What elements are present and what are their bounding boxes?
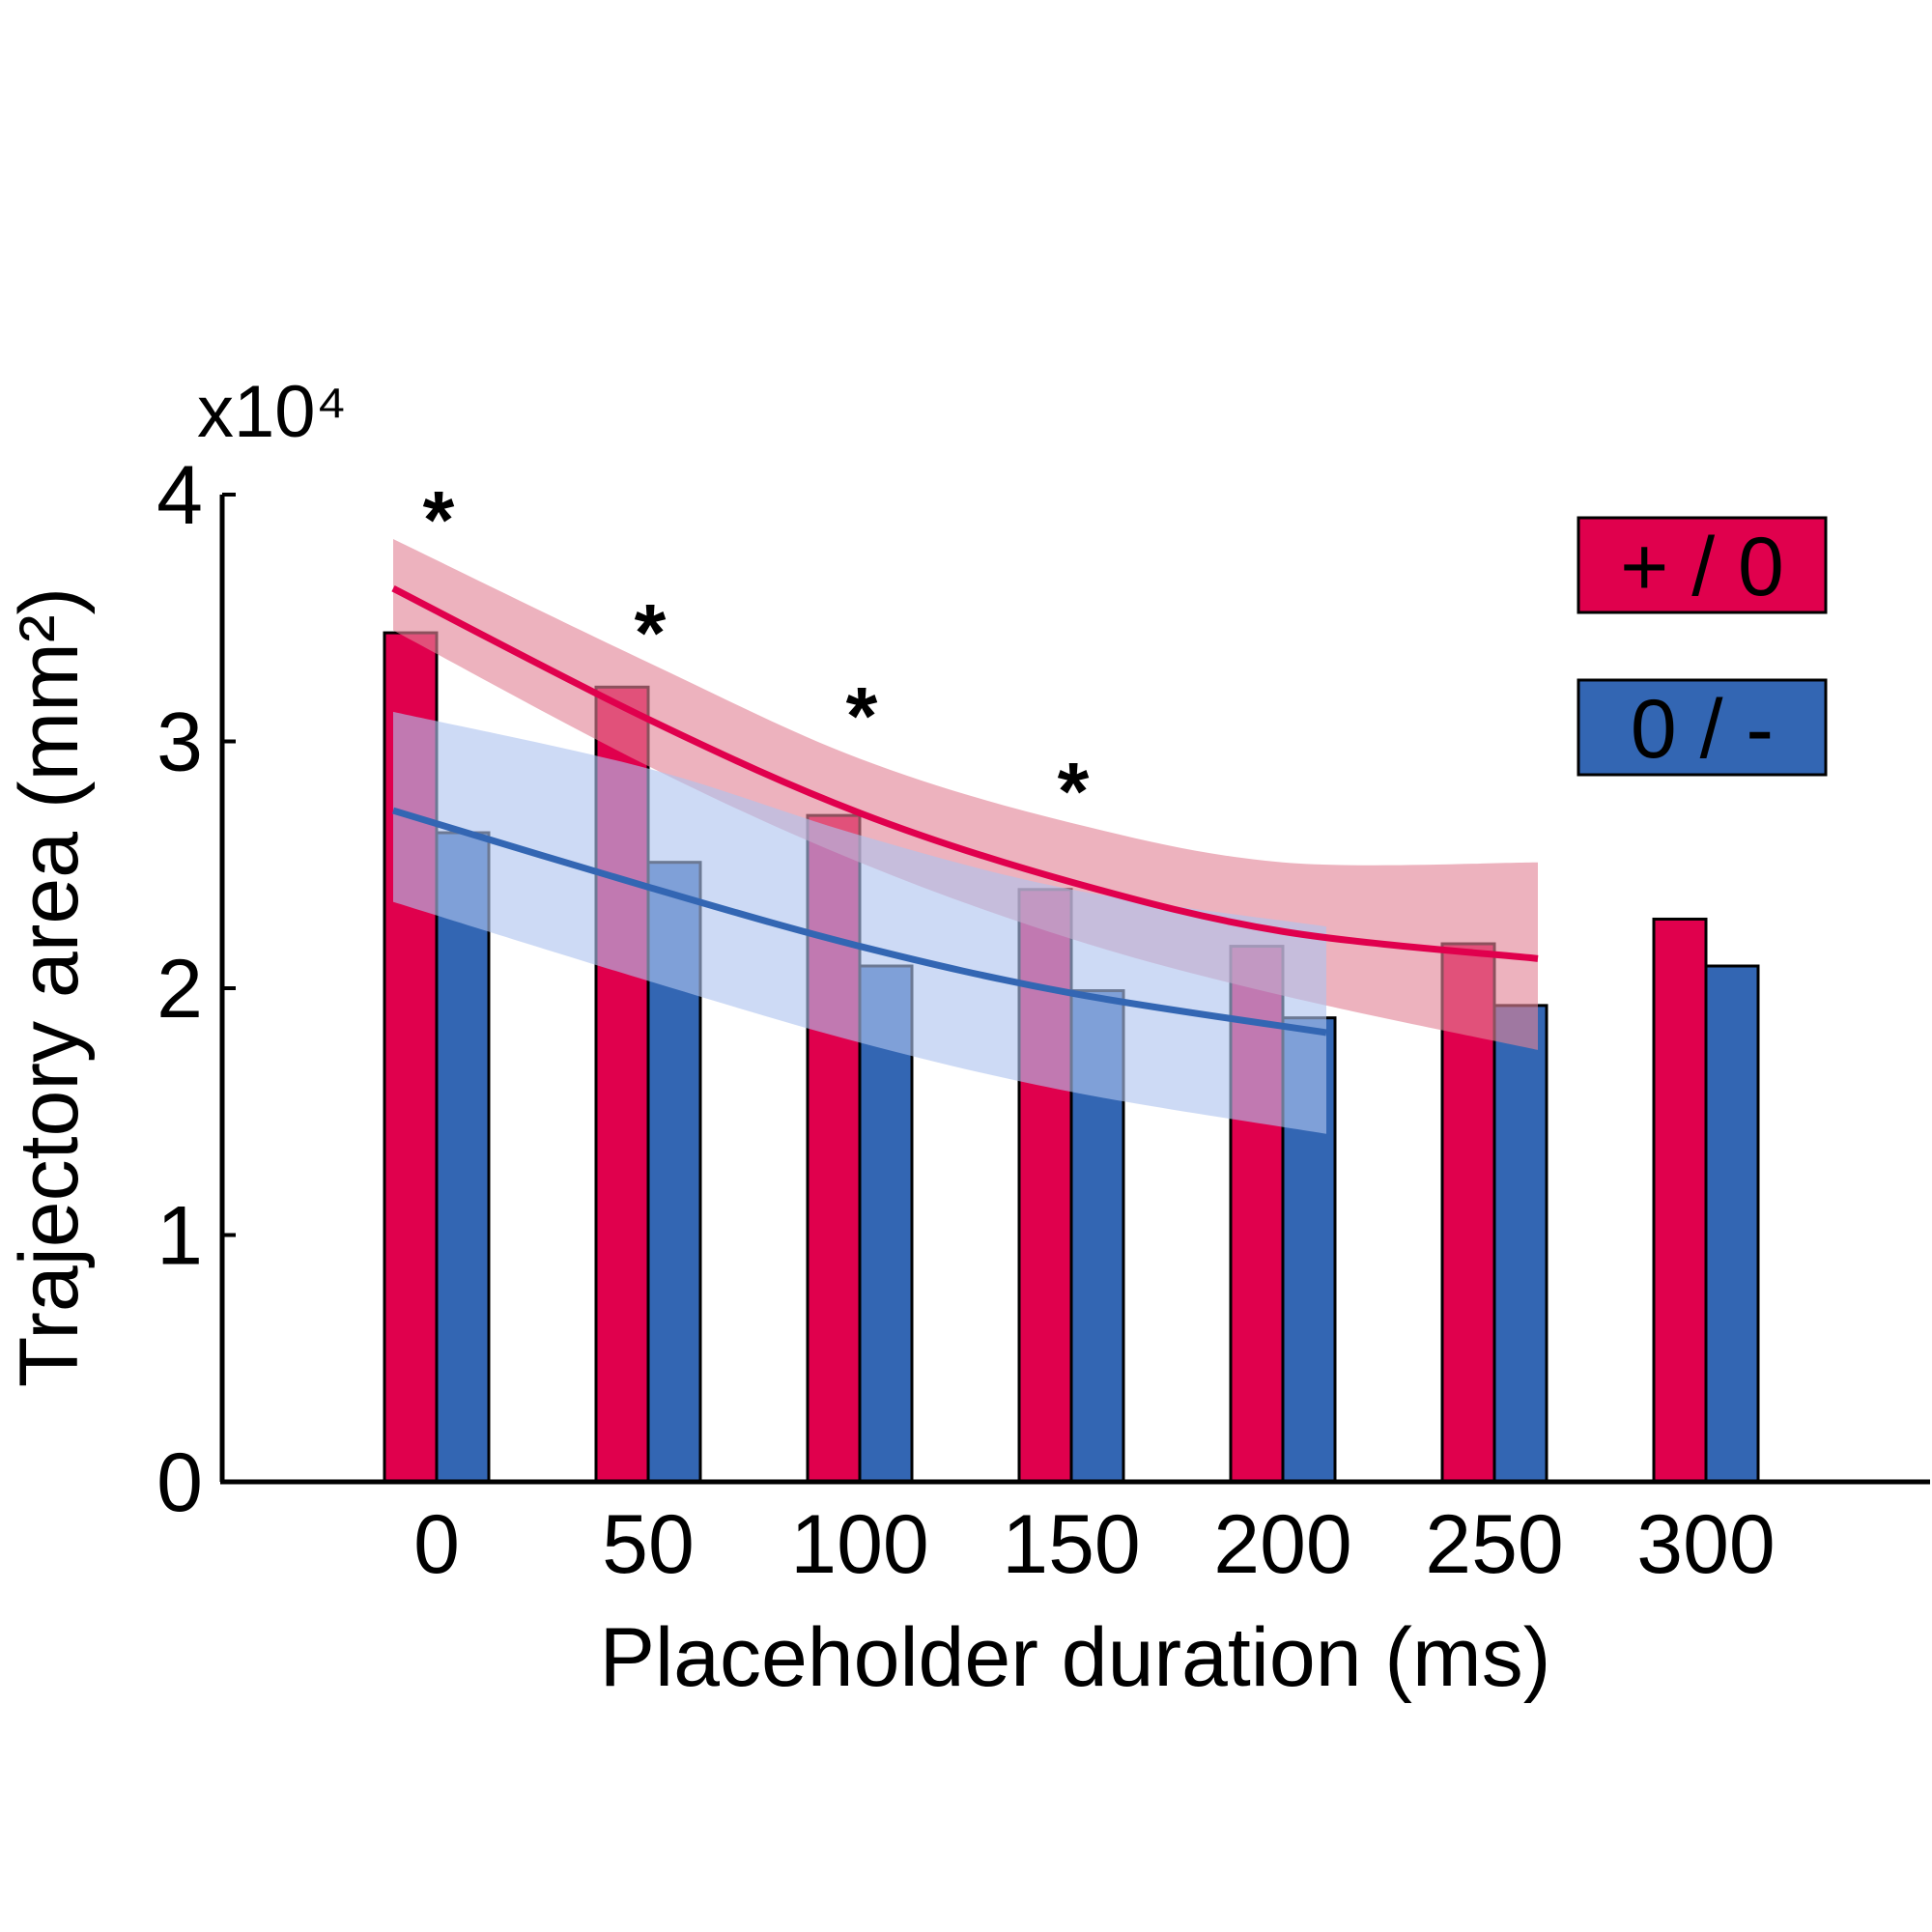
fit-confidence-bands xyxy=(393,538,1538,1134)
y-tick-label: 4 xyxy=(156,449,203,542)
significance-star: * xyxy=(1058,746,1090,837)
significance-markers: * * * * xyxy=(423,474,1090,837)
x-tick-label: 250 xyxy=(1425,1498,1564,1591)
legend-item-plus-zero: + / 0 xyxy=(1577,516,1828,614)
fit-line-zero-minus xyxy=(391,807,1327,1037)
y-tick-label: 1 xyxy=(156,1190,203,1283)
x-tick-label: 150 xyxy=(1002,1498,1141,1591)
x-tick-label: 0 xyxy=(413,1498,460,1591)
confidence-band-zero-minus xyxy=(393,711,1326,1134)
x-tick-label: 100 xyxy=(790,1498,929,1591)
legend-label: + / 0 xyxy=(1620,521,1784,613)
legend-item-zero-minus: 0 / - xyxy=(1577,678,1828,777)
fit-lines xyxy=(391,584,1539,1037)
y-multiplier: x10⁴ xyxy=(197,371,347,453)
y-ticks: 0 1 2 3 4 xyxy=(156,449,236,1529)
fit-line-plus-zero xyxy=(391,584,1539,962)
legend-swatch xyxy=(1577,516,1828,614)
bar-zero-minus-250 xyxy=(1492,1004,1548,1484)
x-tick-label: 300 xyxy=(1636,1498,1776,1591)
legend-swatch xyxy=(1577,678,1828,777)
x-axis-label: Placeholder duration (ms) xyxy=(600,1611,1551,1704)
legend: + / 0 0 / - xyxy=(1577,516,1828,777)
x-ticks: 0 50 100 150 200 250 300 xyxy=(413,1498,1776,1591)
bar-zero-minus-300 xyxy=(1704,964,1760,1484)
significance-star: * xyxy=(423,474,455,565)
y-tick-label: 3 xyxy=(156,696,203,789)
bar-plus-zero-300 xyxy=(1652,917,1708,1484)
significance-star: * xyxy=(635,587,667,678)
bar-zero-minus-0 xyxy=(435,831,491,1484)
x-tick-label: 50 xyxy=(602,1498,695,1591)
y-tick-label: 2 xyxy=(156,943,203,1036)
legend-label: 0 / - xyxy=(1631,683,1774,776)
x-tick-label: 200 xyxy=(1213,1498,1352,1591)
y-tick-label: 0 xyxy=(156,1436,203,1529)
y-axis-label: Trajectory area (mm²) xyxy=(3,587,96,1387)
significance-star: * xyxy=(846,670,878,761)
